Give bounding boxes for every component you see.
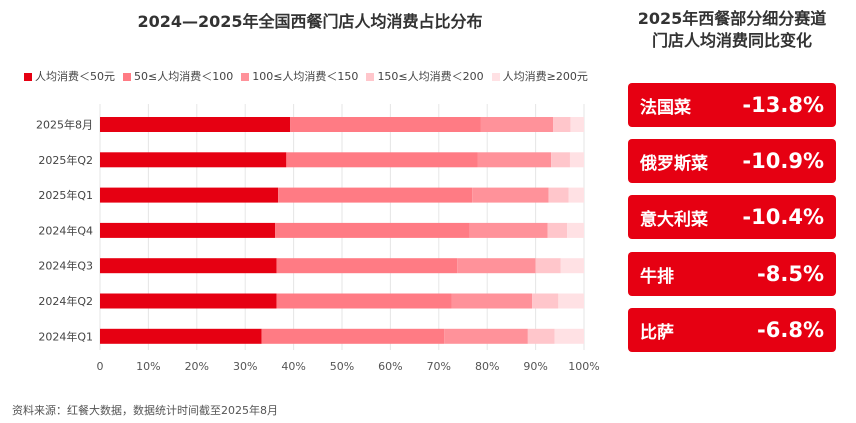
bar-segment	[290, 117, 481, 132]
legend: 人均消费＜50元 50≤人均消费＜100 100≤人均消费＜150 150≤人均消费＜…	[24, 68, 588, 84]
bar-segment	[100, 222, 276, 238]
cuisine-name: 俄罗斯菜	[640, 153, 708, 174]
bar-segment	[451, 293, 533, 309]
bar-segment	[568, 187, 584, 203]
x-tick-label: 0	[97, 360, 104, 373]
y-tick-label: 2025年Q2	[38, 153, 93, 167]
bar-segment	[558, 293, 584, 309]
cuisine-change-card: 意大利菜 -10.4%	[628, 195, 836, 239]
source-note: 资料来源：红餐大数据，数据统计时间截至2025年8月	[12, 404, 278, 417]
y-tick-label: 2024年Q2	[38, 294, 93, 308]
cuisine-change-value: -10.4%	[742, 205, 824, 229]
bar-segment	[551, 152, 570, 168]
bar-segment	[261, 328, 445, 344]
bar-segment	[472, 187, 549, 203]
chart-title: 2024—2025年全国西餐门店人均消费占比分布	[137, 12, 483, 31]
bar-segment	[567, 222, 584, 238]
x-tick-label: 30%	[233, 360, 257, 373]
x-tick-label: 80%	[475, 360, 499, 373]
cuisine-name: 法国菜	[640, 97, 691, 118]
x-tick-label: 40%	[281, 360, 305, 373]
x-tick-label: 60%	[378, 360, 402, 373]
cuisine-change-card: 比萨 -6.8%	[628, 308, 836, 352]
y-tick-label: 2024年Q3	[38, 259, 93, 273]
legend-label: 150≤人均消费＜200	[377, 70, 484, 83]
y-tick-label: 2024年Q1	[38, 329, 93, 343]
cuisine-change-value: -6.8%	[757, 318, 824, 342]
bar-segment	[100, 117, 291, 132]
legend-label: 人均消费≥200元	[502, 70, 588, 83]
y-tick-label: 2025年8月	[36, 118, 93, 132]
side-title: 2025年西餐部分细分赛道 门店人均消费同比变化	[612, 8, 852, 52]
bar-segment	[286, 152, 478, 168]
legend-swatch	[123, 73, 131, 81]
bar-segment	[527, 328, 555, 344]
bar-segment	[100, 187, 279, 203]
cuisine-change-value: -8.5%	[757, 262, 824, 286]
bar-segment	[553, 117, 571, 132]
side-title-line2: 门店人均消费同比变化	[651, 31, 812, 50]
x-tick-label: 70%	[427, 360, 451, 373]
bar-segment	[547, 222, 568, 238]
bar-segment	[569, 152, 584, 168]
legend-label: 100≤人均消费＜150	[252, 70, 359, 83]
bar-segment	[100, 258, 277, 274]
legend-item: 150≤人均消费＜200	[366, 68, 484, 84]
bar-segment	[444, 328, 528, 344]
bar-segment	[276, 293, 452, 309]
legend-label: 50≤人均消费＜100	[134, 70, 234, 83]
bar-segment	[275, 222, 470, 238]
bar-segment	[477, 152, 552, 168]
bar-segment	[278, 187, 473, 203]
legend-item: 人均消费＜50元	[24, 68, 115, 84]
bar-segment	[570, 117, 584, 132]
bar-segment	[100, 152, 287, 168]
y-tick-label: 2024年Q4	[38, 223, 93, 237]
x-tick-label: 50%	[330, 360, 354, 373]
legend-item: 100≤人均消费＜150	[241, 68, 358, 84]
cuisine-change-value: -13.8%	[742, 93, 824, 117]
cuisine-name: 牛排	[640, 266, 674, 287]
x-tick-label: 10%	[136, 360, 160, 373]
bar-segment	[560, 258, 584, 274]
y-tick-label: 2025年Q1	[38, 188, 93, 202]
x-tick-label: 20%	[185, 360, 209, 373]
x-tick-label: 100%	[568, 360, 599, 373]
cuisine-change-card: 俄罗斯菜 -10.9%	[628, 139, 836, 183]
bar-segment	[554, 328, 584, 344]
bar-segment	[532, 293, 559, 309]
bar-segment	[276, 258, 458, 274]
bar-segment	[480, 117, 554, 132]
legend-item: 人均消费≥200元	[491, 68, 588, 84]
legend-swatch	[491, 73, 500, 81]
x-tick-label: 90%	[523, 360, 547, 373]
cuisine-change-value: -10.9%	[742, 149, 824, 173]
cuisine-name: 比萨	[640, 322, 674, 343]
bar-segment	[469, 222, 548, 238]
legend-swatch	[24, 73, 32, 81]
bar-segment	[100, 328, 262, 344]
side-title-line1: 2025年西餐部分细分赛道	[637, 9, 827, 28]
bar-segment	[457, 258, 536, 274]
legend-swatch	[366, 73, 375, 81]
legend-swatch	[241, 73, 250, 81]
cuisine-change-card: 法国菜 -13.8%	[628, 83, 836, 127]
bar-segment	[535, 258, 561, 274]
stacked-bar-chart: 0 10% 20% 30% 40% 50% 60% 70% 80% 90% 100% 2025年8月 2…	[36, 104, 600, 373]
bar-segment	[548, 187, 569, 203]
cuisine-change-card: 牛排 -8.5%	[628, 252, 836, 296]
bar-segment	[100, 293, 277, 309]
legend-label: 人均消费＜50元	[35, 70, 115, 83]
cuisine-name: 意大利菜	[640, 209, 708, 230]
legend-item: 50≤人均消费＜100	[123, 68, 233, 84]
